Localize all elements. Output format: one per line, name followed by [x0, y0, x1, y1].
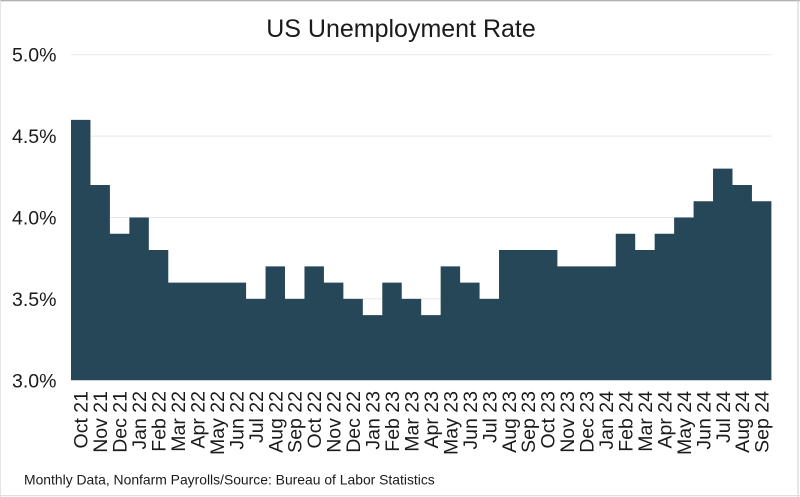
svg-text:Mar 24: Mar 24 — [635, 391, 657, 452]
svg-text:Jul 24: Jul 24 — [713, 391, 735, 443]
svg-text:Oct 21: Oct 21 — [71, 391, 93, 448]
svg-text:Sep 23: Sep 23 — [518, 391, 540, 453]
svg-text:Monthly Data, Nonfarm Payrolls: Monthly Data, Nonfarm Payrolls/Source: B… — [24, 472, 435, 488]
svg-text:Aug 22: Aug 22 — [265, 391, 287, 453]
svg-text:May 24: May 24 — [674, 391, 696, 455]
svg-text:Jun 24: Jun 24 — [693, 391, 715, 450]
svg-text:Dec 22: Dec 22 — [343, 391, 365, 453]
svg-text:Apr 22: Apr 22 — [187, 391, 209, 448]
svg-text:May 22: May 22 — [207, 391, 229, 455]
svg-text:Feb 23: Feb 23 — [382, 391, 404, 452]
svg-text:Oct 22: Oct 22 — [304, 391, 326, 448]
svg-text:Aug 24: Aug 24 — [732, 391, 754, 453]
svg-text:Jul 23: Jul 23 — [479, 391, 501, 443]
svg-text:Feb 22: Feb 22 — [149, 391, 171, 452]
svg-text:US Unemployment Rate: US Unemployment Rate — [266, 15, 536, 43]
svg-text:Nov 23: Nov 23 — [557, 391, 579, 453]
svg-text:Aug 23: Aug 23 — [499, 391, 521, 453]
svg-text:Jun 23: Jun 23 — [460, 391, 482, 450]
svg-text:Mar 22: Mar 22 — [168, 391, 190, 452]
svg-text:Nov 22: Nov 22 — [324, 391, 346, 453]
svg-text:Jun 22: Jun 22 — [226, 391, 248, 450]
svg-text:Mar 23: Mar 23 — [401, 391, 423, 452]
svg-text:5.0%: 5.0% — [12, 45, 56, 67]
svg-text:Jan 24: Jan 24 — [596, 391, 618, 450]
svg-text:4.5%: 4.5% — [12, 126, 56, 148]
svg-text:3.5%: 3.5% — [12, 289, 56, 311]
svg-text:Sep 22: Sep 22 — [285, 391, 307, 453]
svg-text:Dec 21: Dec 21 — [110, 391, 132, 453]
svg-text:4.0%: 4.0% — [12, 208, 56, 230]
svg-text:Feb 24: Feb 24 — [615, 391, 637, 452]
svg-text:May 23: May 23 — [440, 391, 462, 455]
svg-text:Jan 23: Jan 23 — [363, 391, 385, 450]
svg-text:Apr 24: Apr 24 — [654, 391, 676, 449]
svg-text:3.0%: 3.0% — [12, 370, 56, 392]
svg-text:Nov 21: Nov 21 — [90, 391, 112, 453]
svg-text:Dec 23: Dec 23 — [577, 391, 599, 453]
svg-text:Jan 22: Jan 22 — [129, 391, 151, 450]
svg-text:Apr 23: Apr 23 — [421, 391, 443, 448]
svg-text:Sep 24: Sep 24 — [752, 391, 774, 453]
svg-text:Jul 22: Jul 22 — [246, 391, 268, 443]
svg-text:Oct 23: Oct 23 — [538, 391, 560, 448]
